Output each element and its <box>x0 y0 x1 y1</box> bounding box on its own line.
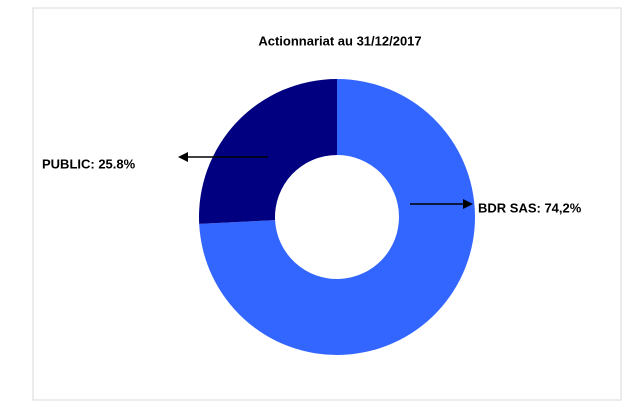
slices <box>199 79 475 355</box>
arrowhead <box>178 152 188 162</box>
chart-title: Actionnariat au 31/12/2017 <box>258 33 421 48</box>
arrowhead <box>463 199 473 209</box>
donut-slice <box>199 79 475 355</box>
data-label: PUBLIC: 25.8% <box>42 156 136 171</box>
donut-slice <box>199 79 337 224</box>
data-label: BDR SAS: 74,2% <box>478 200 582 215</box>
